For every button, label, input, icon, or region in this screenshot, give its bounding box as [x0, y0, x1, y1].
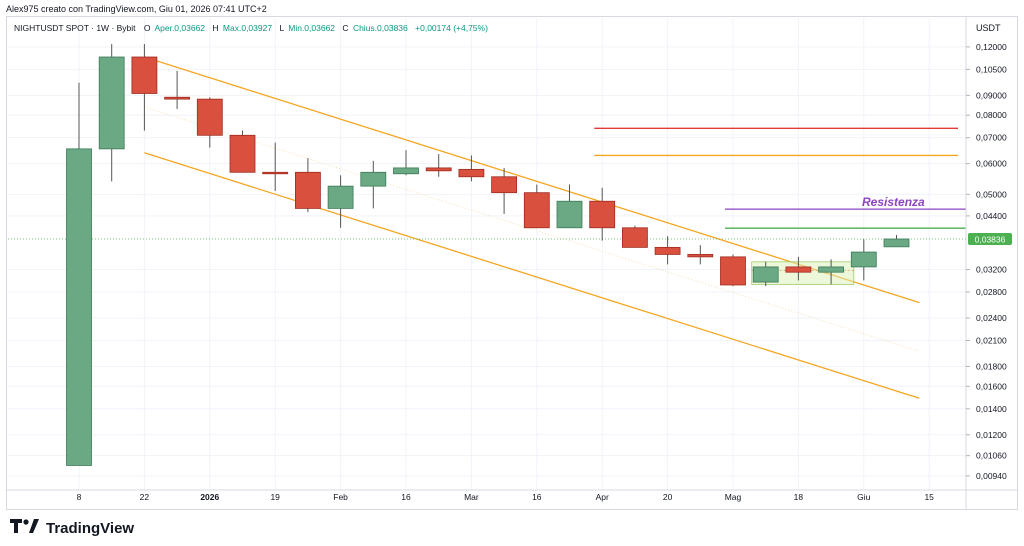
y-tick-label: 0,01400 — [976, 404, 1007, 414]
x-tick-label: Giu — [857, 492, 871, 502]
y-tick-label: 0,08000 — [976, 110, 1007, 120]
legend-o-label: O — [144, 23, 151, 33]
y-tick-label: 0,09000 — [976, 90, 1007, 100]
candle-down — [458, 168, 485, 178]
y-tick-label: 0,02800 — [976, 287, 1007, 297]
x-tick-label: 16 — [532, 492, 542, 502]
brand-name: TradingView — [46, 520, 135, 537]
legend-h-value: Max.0,03927 — [223, 23, 272, 33]
x-tick-label: 8 — [77, 492, 82, 502]
x-tick-label: 2026 — [200, 492, 219, 502]
candle-up — [818, 266, 844, 273]
candle-down — [687, 254, 714, 258]
chart-frame — [6, 16, 1018, 510]
candle-down — [164, 96, 191, 100]
candle-up — [883, 238, 910, 248]
x-tick-label: 18 — [794, 492, 804, 502]
x-tick-label: Feb — [333, 492, 348, 502]
price-levels: Resistenza 0,03836 — [8, 127, 1012, 245]
candle-down — [491, 176, 518, 194]
tradingview-logo-icon — [10, 517, 40, 540]
candle-up — [360, 171, 387, 187]
candle-down — [196, 98, 223, 136]
grid-lines — [8, 18, 966, 490]
x-tick-label: Mag — [725, 492, 742, 502]
x-tick-label: 15 — [924, 492, 934, 502]
y-tick-label: 0,01200 — [976, 430, 1007, 440]
candle-up — [66, 148, 92, 466]
channel-mid-line — [144, 106, 920, 352]
candle-up — [327, 185, 354, 209]
candle-down — [589, 200, 616, 229]
y-tick-label: 0,02400 — [976, 313, 1007, 323]
candle-down — [523, 192, 550, 229]
ohlc-legend: NIGHTUSDT SPOT · 1W · Bybit O Aper.0,036… — [14, 23, 488, 33]
tradingview-brand[interactable]: TradingView — [10, 517, 134, 540]
y-tick-label: 0,04400 — [976, 211, 1007, 221]
candle-down — [262, 171, 289, 175]
candle-down — [622, 227, 648, 248]
legend-c-value: Chius.0,03836 — [353, 23, 408, 33]
y-tick-label: 0,00940 — [976, 471, 1007, 481]
y-tick-label: 0,12000 — [976, 42, 1007, 52]
y-tick-label: 0,01600 — [976, 381, 1007, 391]
candle-down — [229, 134, 256, 173]
y-tick-label: 0,06000 — [976, 159, 1007, 169]
candle-up — [850, 251, 877, 268]
legend-l-value: Min.0,03662 — [288, 23, 335, 33]
x-tick-label: 20 — [663, 492, 673, 502]
candle-up — [752, 266, 779, 283]
x-tick-label: Apr — [596, 492, 609, 502]
last-price-label: 0,03836 — [975, 234, 1006, 244]
y-tick-label: 0,05000 — [976, 189, 1007, 199]
legend-symbol: NIGHTUSDT SPOT · 1W · Bybit — [14, 23, 136, 33]
chart-credit: Alex975 creato con TradingView.com, Giu … — [6, 4, 267, 14]
candle-up — [556, 200, 583, 229]
candle-down — [720, 256, 746, 286]
candle-up — [393, 167, 419, 175]
legend-c-label: C — [342, 23, 348, 33]
y-tick-label: 0,10500 — [976, 64, 1007, 74]
y-axis-unit: USDT — [976, 23, 1001, 33]
x-tick-label: 16 — [401, 492, 411, 502]
x-tick-label: Mar — [464, 492, 479, 502]
y-tick-label: 0,02100 — [976, 335, 1007, 345]
candle-down — [425, 167, 452, 172]
y-tick-label: 0,01060 — [976, 451, 1007, 461]
channel-lower-line — [144, 152, 920, 399]
candle-up — [98, 56, 125, 150]
candles — [66, 44, 910, 466]
x-tick-label: 22 — [140, 492, 150, 502]
y-tick-label: 0,07000 — [976, 133, 1007, 143]
resistance-level-label: Resistenza — [862, 195, 925, 209]
y-tick-label: 0,01800 — [976, 361, 1007, 371]
candle-down — [785, 266, 812, 273]
x-axis: 8 22 2026 19 Feb 16 Mar 16 Apr 20 Mag 18 Giu 15 — [6, 489, 1018, 502]
legend-o-value: Aper.0,03662 — [154, 23, 205, 33]
legend-change: +0,00174 (+4,75%) — [415, 23, 488, 33]
legend-l-label: L — [279, 23, 284, 33]
y-tick-label: 0,03200 — [976, 265, 1007, 275]
x-tick-label: 19 — [270, 492, 280, 502]
candle-down — [294, 171, 321, 209]
candle-down — [131, 56, 158, 94]
last-price-tag — [968, 232, 1012, 245]
candle-down — [654, 246, 681, 255]
svg-text:NIGHTUSDT SPOT · 1W · Bybit: NIGHTUSDT SPOT · 1W · Bybit O Aper.0,036… — [14, 23, 488, 33]
y-axis: USDT 0,12000 0,10500 0,09000 0,08000 0,07000 0… — [965, 16, 1007, 510]
legend-h-label: H — [212, 23, 218, 33]
